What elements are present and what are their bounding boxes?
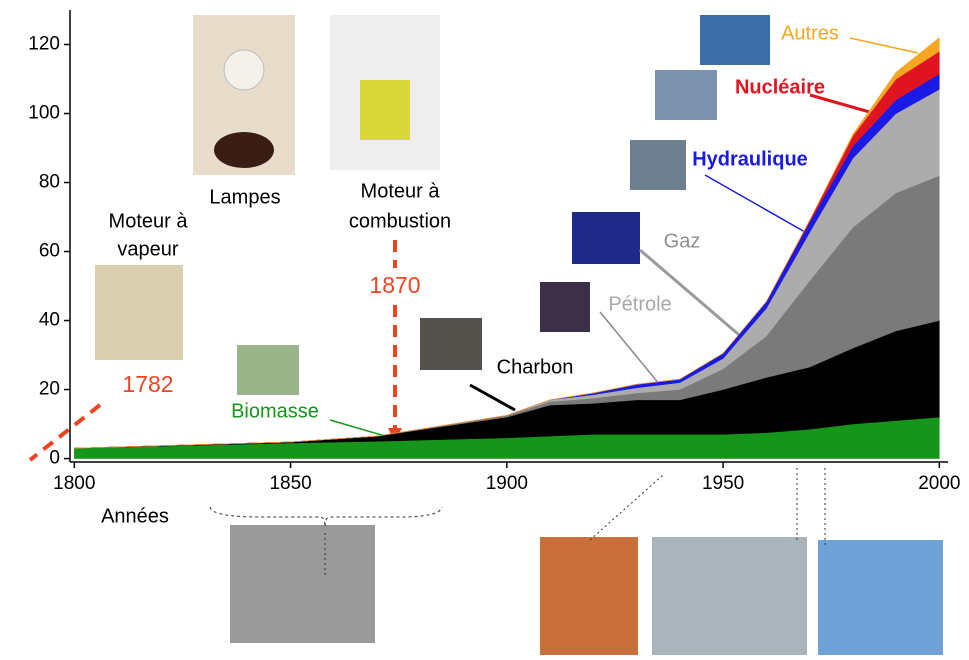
annotation: combustion xyxy=(349,210,451,232)
leader-hydraulique xyxy=(705,175,805,232)
engine-piston xyxy=(360,80,410,140)
series-label: Hydraulique xyxy=(692,148,808,170)
series-label: Charbon xyxy=(497,356,574,378)
powerline-arrow xyxy=(590,475,663,540)
annotation: Moteur à xyxy=(109,210,189,232)
annotation: 1870 xyxy=(369,272,420,298)
series-label: Gaz xyxy=(664,230,701,252)
leader-petrole xyxy=(600,312,660,385)
y-tick-label: 0 xyxy=(49,448,60,469)
x-tick-label: 1850 xyxy=(269,473,311,494)
x-axis-label: Années xyxy=(101,505,169,527)
y-tick-label: 20 xyxy=(39,379,60,400)
leader-autres xyxy=(850,38,918,53)
chart: 0 20 40 60 80 100 120 1800 1850 1900 1950 2000 Année… xyxy=(0,0,969,655)
photo-coal xyxy=(420,318,482,370)
lamp-bulb xyxy=(224,50,264,90)
series-label: Nucléaire xyxy=(735,76,825,98)
photo-solar xyxy=(700,15,770,65)
photo-biomass xyxy=(237,345,299,395)
x-tick-label: 1900 xyxy=(486,473,528,494)
photo-train xyxy=(230,525,375,643)
photo-gas xyxy=(572,212,640,264)
x-tick-label: 2000 xyxy=(918,473,960,494)
photo-plane xyxy=(818,540,943,655)
photo-oil xyxy=(540,282,590,332)
y-tick-label: 80 xyxy=(39,172,60,193)
y-tick-label: 100 xyxy=(28,103,60,124)
annotation: Lampes xyxy=(209,186,280,208)
photo-highway xyxy=(652,537,807,655)
x-tick-label: 1800 xyxy=(53,473,95,494)
y-tick-label: 120 xyxy=(28,34,60,55)
annotation: 1782 xyxy=(122,371,173,397)
series-label: Autres xyxy=(781,22,839,44)
annotation: Moteur à xyxy=(361,180,441,202)
leader-charbon xyxy=(470,385,515,410)
train-bracket xyxy=(210,507,442,527)
annotation: vapeur xyxy=(117,238,178,260)
photo-nuclear xyxy=(655,70,717,120)
leader-biomasse xyxy=(330,420,385,436)
x-tick-label: 1950 xyxy=(702,473,744,494)
series-label: Pétrole xyxy=(608,293,671,315)
series-label: Biomasse xyxy=(231,400,319,422)
lamp-base xyxy=(214,132,274,168)
y-tick-label: 40 xyxy=(39,310,60,331)
photo-powerlines xyxy=(540,537,638,655)
y-tick-label: 60 xyxy=(39,241,60,262)
photo-steam-engine xyxy=(95,265,183,360)
photo-hydro xyxy=(630,140,686,190)
